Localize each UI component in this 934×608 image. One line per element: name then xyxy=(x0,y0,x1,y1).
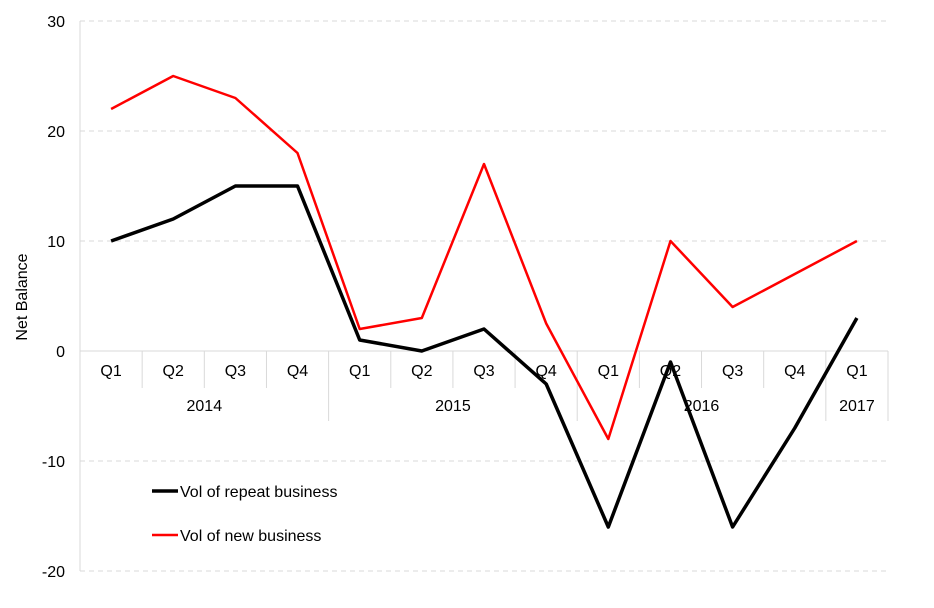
x-tick-label: Q3 xyxy=(722,363,743,380)
year-label: 2015 xyxy=(435,398,471,415)
y-tick-label: 0 xyxy=(56,344,65,361)
x-tick-label: Q1 xyxy=(100,363,121,380)
legend-label: Vol of repeat business xyxy=(180,484,337,501)
x-tick-label: Q2 xyxy=(411,363,432,380)
y-axis-label: Net Balance xyxy=(14,253,31,340)
x-tick-label: Q3 xyxy=(473,363,494,380)
x-tick-label: Q1 xyxy=(846,363,867,380)
y-tick-label: 10 xyxy=(47,234,65,251)
y-tick-label: 30 xyxy=(47,14,65,31)
year-label: 2014 xyxy=(187,398,223,415)
y-tick-label: -20 xyxy=(42,564,65,581)
x-tick-label: Q4 xyxy=(784,363,805,380)
y-tick-labels: -20 -10 0 10 20 30 xyxy=(42,14,65,581)
x-tick-label: Q4 xyxy=(287,363,308,380)
series-line xyxy=(110,74,858,441)
legend-label: Vol of new business xyxy=(180,528,321,545)
x-tick-label: Q1 xyxy=(349,363,370,380)
x-tick-label: Q1 xyxy=(598,363,619,380)
series-line xyxy=(110,184,859,529)
y-tick-label: 20 xyxy=(47,124,65,141)
x-tick-label: Q2 xyxy=(163,363,184,380)
axes xyxy=(79,21,889,571)
legend: Vol of repeat business Vol of new busines… xyxy=(152,484,337,545)
x-tick-label: Q3 xyxy=(225,363,246,380)
x-tick-label: Q4 xyxy=(535,363,556,380)
year-label: 2016 xyxy=(684,398,720,415)
y-tick-label: -10 xyxy=(42,454,65,471)
series-lines xyxy=(110,74,859,529)
year-label: 2017 xyxy=(839,398,875,415)
